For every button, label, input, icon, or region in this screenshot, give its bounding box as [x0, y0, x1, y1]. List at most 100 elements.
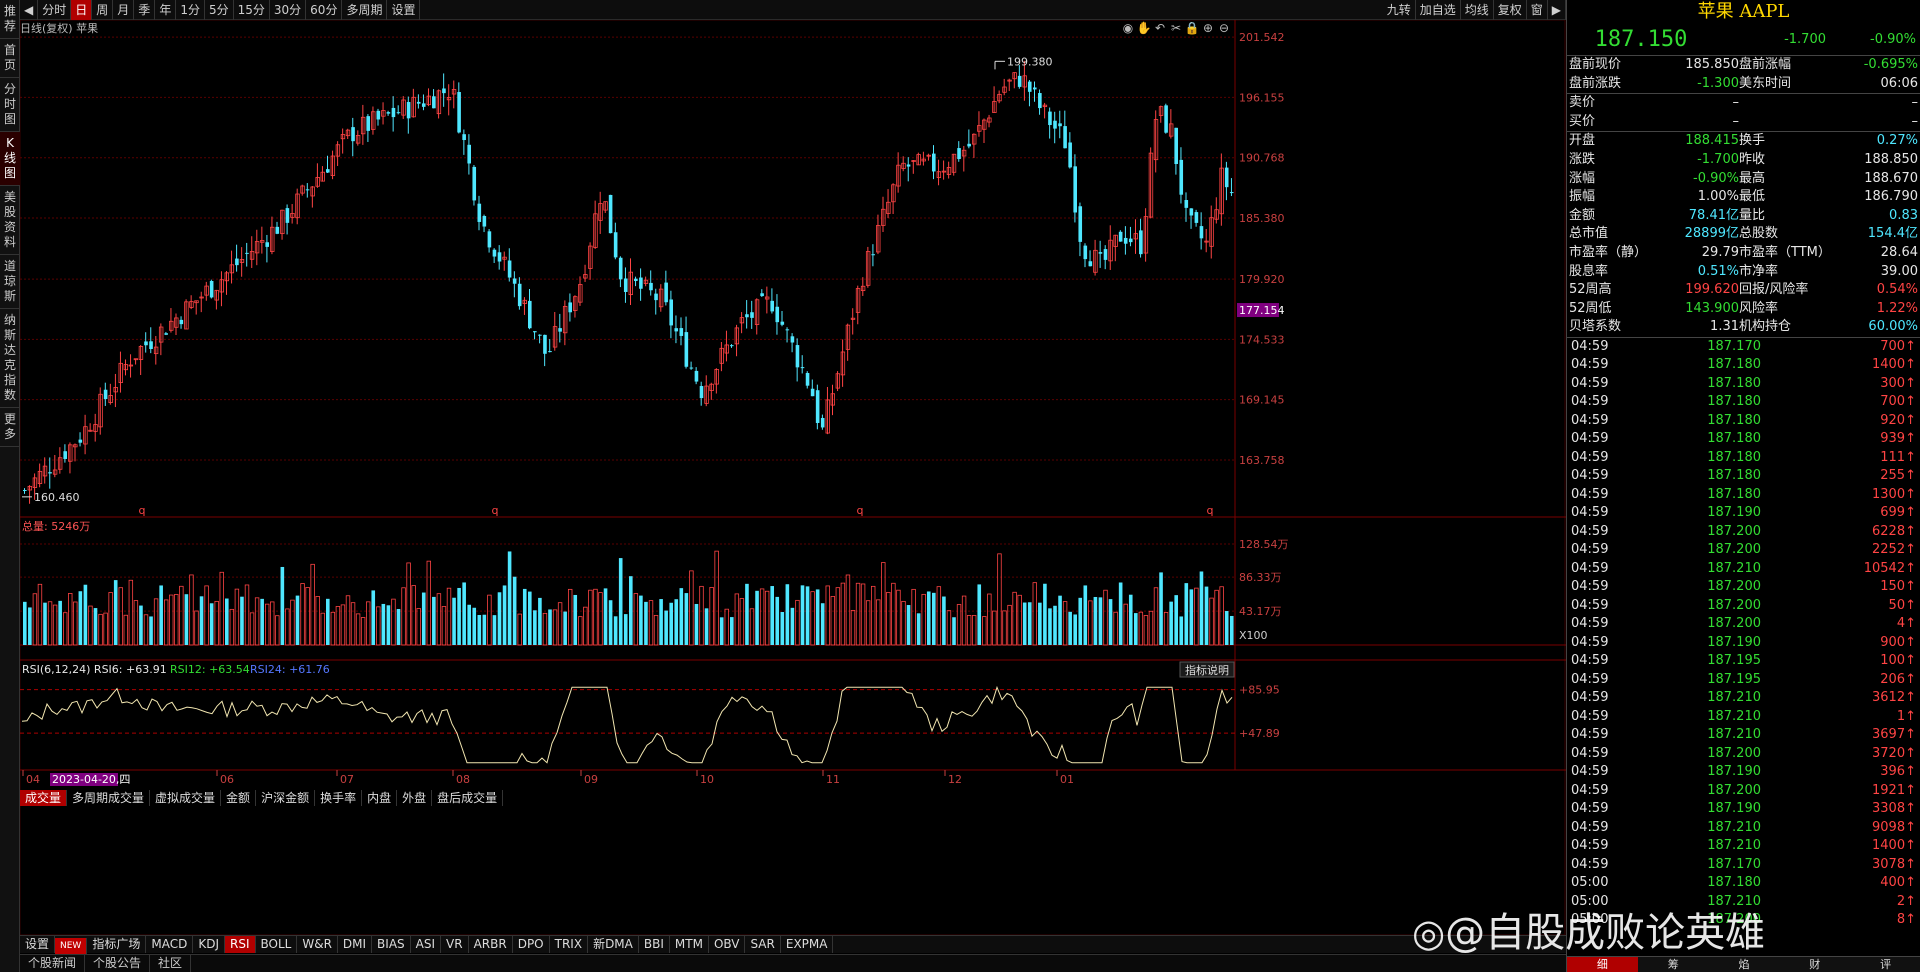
indicator-tab-12[interactable]: ARBR [469, 936, 513, 953]
status-link-0[interactable]: 个股新闻 [20, 955, 86, 972]
indicator-tab-0[interactable]: 设置 [20, 936, 56, 953]
zoom-out-icon: ⊖ [1219, 21, 1229, 35]
bid-label: 买价 [1569, 113, 1596, 129]
indicator-tab-6[interactable]: BOLL [256, 936, 298, 953]
volume-tab-3[interactable]: 金额 [221, 790, 257, 806]
indicator-tab-1[interactable]: NEW [55, 938, 88, 955]
tick-price: 187.200 [1707, 616, 1761, 632]
volume-bar [179, 585, 184, 646]
period-tab-8[interactable]: 15分 [234, 0, 270, 20]
indicator-tab-10[interactable]: ASI [411, 936, 442, 953]
indicator-tab-14[interactable]: TRIX [550, 936, 589, 953]
candle [88, 429, 93, 432]
toolbar-right-0[interactable]: 九转 [1383, 0, 1416, 20]
volume-bar [876, 599, 881, 646]
volume-tab-1[interactable]: 多周期成交量 [67, 790, 151, 806]
period-tab-0[interactable]: 分时 [38, 0, 72, 20]
panel-tab-4[interactable]: 评 [1880, 958, 1892, 971]
volume-tab-6[interactable]: 内盘 [362, 790, 398, 806]
toolbar-right-2[interactable]: 均线 [1461, 0, 1494, 20]
indicator-tab-5[interactable]: RSI [225, 936, 256, 953]
volume-bar [1194, 587, 1199, 646]
indicator-tab-7[interactable]: W&R [297, 936, 338, 953]
panel-tab-1[interactable]: 筹 [1667, 958, 1679, 971]
candle [835, 373, 841, 389]
indicator-tab-18[interactable]: OBV [709, 936, 746, 953]
indicator-tab-9[interactable]: BIAS [372, 936, 411, 953]
side-nav-item-6[interactable]: 纳斯达克指数 [0, 309, 20, 408]
volume-bar [810, 591, 815, 646]
panel-tab-0[interactable]: 细 [1567, 957, 1638, 972]
up-arrow-icon: ↑ [1905, 505, 1916, 521]
indicator-tab-17[interactable]: MTM [670, 936, 709, 953]
indicator-explain-button[interactable] [1179, 661, 1235, 678]
candle [618, 257, 623, 280]
side-nav-item-1[interactable]: 首页 [0, 39, 20, 78]
tick-row: 04:59 187.180 700↑ [1567, 393, 1920, 412]
volume-bar [1163, 611, 1169, 646]
volume-bar [280, 566, 285, 645]
volume-bar [452, 597, 456, 645]
period-tab-11[interactable]: 多周期 [342, 0, 388, 20]
volume-bar [371, 590, 376, 645]
candle [1204, 240, 1209, 243]
side-nav-item-5[interactable]: 道琼斯 [0, 255, 20, 309]
volume-bar [1118, 582, 1123, 645]
volume-bar [23, 601, 27, 645]
period-tab-12[interactable]: 设置 [387, 0, 421, 20]
panel-tab-2[interactable]: 焰 [1738, 958, 1750, 971]
indicator-tab-13[interactable]: DPO [513, 936, 550, 953]
indicator-tab-2[interactable]: 指标广场 [87, 936, 147, 953]
indicator-tab-4[interactable]: KDJ [193, 936, 225, 953]
period-tab-9[interactable]: 30分 [270, 0, 307, 20]
indicator-tab-15[interactable]: 新DMA [588, 936, 639, 953]
indicator-tab-19[interactable]: SAR [745, 936, 781, 953]
status-link-1[interactable]: 个股公告 [85, 955, 151, 972]
side-nav-item-4[interactable]: 美股资料 [0, 186, 20, 255]
side-nav-item-7[interactable]: 更多 [0, 408, 20, 447]
volume-tab-7[interactable]: 外盘 [397, 790, 433, 806]
period-tab-2[interactable]: 周 [92, 0, 114, 20]
volume-tab-4[interactable]: 沪深金额 [256, 790, 316, 806]
kline-chart-area[interactable]: 日线(复权) 苹果 ◉ ✋ ↶ ✂ 🔒 ⊕ ⊖ 201.542 196.155 190.768 185… [20, 20, 1566, 935]
volume-bar [749, 608, 755, 646]
side-nav-item-2[interactable]: 分时图 [0, 78, 20, 132]
period-tab-10[interactable]: 60分 [306, 0, 343, 20]
volume-bar [128, 579, 134, 646]
period-tab-4[interactable]: 季 [134, 0, 156, 20]
volume-bar [911, 588, 916, 646]
toolbar-right-3[interactable]: 复权 [1494, 0, 1527, 20]
period-tab-1[interactable]: 日 [71, 0, 93, 20]
candle [1214, 209, 1219, 220]
tick-volume: 6228↑ [1761, 523, 1916, 542]
indicator-tab-20[interactable]: EXPMA [781, 936, 834, 953]
volume-bar [376, 606, 381, 646]
volume-tab-2[interactable]: 虚拟成交量 [150, 790, 222, 806]
indicator-tab-3[interactable]: MACD [146, 936, 194, 953]
indicator-tab-8[interactable]: DMI [338, 936, 373, 953]
tick-time: 04:59 [1571, 653, 1609, 669]
period-tab-7[interactable]: 5分 [205, 0, 234, 20]
panel-tab-3[interactable]: 财 [1809, 958, 1821, 971]
volume-tab-8[interactable]: 盘后成交量 [432, 790, 504, 806]
toolbar-right-4[interactable]: 窗 [1527, 0, 1548, 20]
side-nav-item-0[interactable]: 推荐 [0, 0, 20, 39]
volume-tab-5[interactable]: 换手率 [315, 790, 363, 806]
period-tab-5[interactable]: 年 [155, 0, 177, 20]
volume-tab-0[interactable]: 成交量 [20, 790, 68, 806]
quote-label: 盘前现价 [1569, 57, 1622, 72]
period-tab-6[interactable]: 1分 [176, 0, 205, 20]
toolbar-next-icon[interactable]: ▶ [1548, 0, 1566, 20]
tick-time: 05:00 [1571, 875, 1609, 891]
toolbar-prev-icon[interactable]: ◀ [20, 0, 39, 20]
indicator-tab-11[interactable]: VR [441, 936, 469, 953]
indicator-tab-16[interactable]: BBI [639, 936, 670, 953]
period-tab-3[interactable]: 月 [113, 0, 135, 20]
x-axis-label: 01 [1060, 773, 1074, 786]
status-link-2[interactable]: 社区 [150, 955, 192, 972]
toolbar-right-1[interactable]: 加自选 [1416, 0, 1461, 20]
stat-label: 总市值 [1569, 226, 1609, 242]
volume-bar [254, 597, 260, 646]
tick-time: 05:00 [1571, 912, 1609, 928]
